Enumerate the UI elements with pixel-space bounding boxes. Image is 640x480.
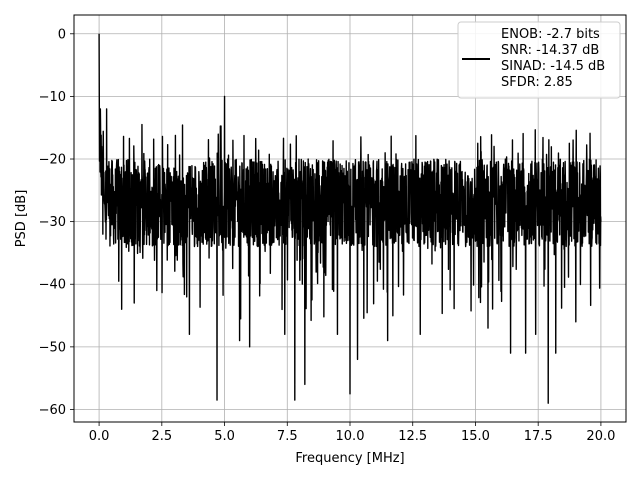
- x-tick-label: 10.0: [336, 429, 365, 444]
- legend-sfdr: SFDR: 2.85: [501, 75, 573, 90]
- y-tick-label: −60: [39, 403, 66, 418]
- psd-series-line: [98, 33, 602, 404]
- plot-area: [98, 33, 602, 404]
- y-axis: 0 −10 −20 −30 −40 −50 −60: [39, 27, 74, 418]
- y-tick-label: 0: [58, 27, 66, 42]
- x-axis: 0.0 2.5 5.0 7.5 10.0 12.5 15.0 17.5 20.0: [89, 422, 615, 444]
- y-axis-title: PSD [dB]: [14, 190, 29, 248]
- legend-enob: ENOB: -2.7 bits: [501, 27, 600, 42]
- x-tick-label: 7.5: [277, 429, 298, 444]
- y-tick-label: −30: [39, 215, 66, 230]
- x-tick-label: 5.0: [214, 429, 235, 444]
- x-axis-title: Frequency [MHz]: [295, 451, 404, 466]
- y-tick-label: −20: [39, 153, 66, 168]
- x-tick-label: 20.0: [586, 429, 615, 444]
- y-tick-label: −40: [39, 278, 66, 293]
- x-tick-label: 0.0: [89, 429, 110, 444]
- legend-box: [457, 21, 621, 99]
- x-tick-label: 2.5: [151, 429, 172, 444]
- legend-sinad: SINAD: -14.5 dB: [501, 59, 605, 74]
- y-tick-label: −10: [39, 90, 66, 105]
- x-tick-label: 15.0: [461, 429, 490, 444]
- legend-snr: SNR: -14.37 dB: [501, 43, 599, 58]
- x-tick-label: 12.5: [398, 429, 427, 444]
- x-tick-label: 17.5: [524, 429, 553, 444]
- y-tick-label: −50: [39, 340, 66, 355]
- legend: ENOB: -2.7 bits SNR: -14.37 dB SINAD: -1…: [457, 21, 621, 99]
